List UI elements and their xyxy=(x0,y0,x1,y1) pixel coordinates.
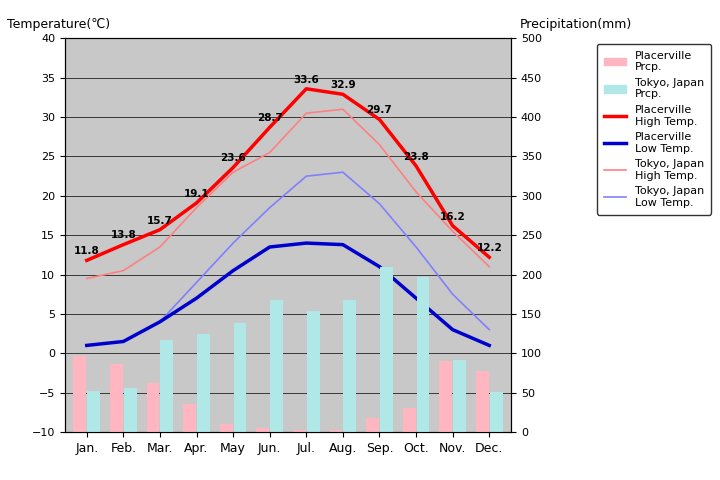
Tokyo, Japan
Low Temp. xyxy=(119,338,127,344)
Bar xyxy=(476,371,489,432)
Placerville
High Temp. xyxy=(192,200,201,206)
Tokyo, Japan
High Temp. xyxy=(82,276,91,281)
Placerville
Low Temp. xyxy=(266,244,274,250)
Placerville
High Temp. xyxy=(338,91,347,97)
Placerville
High Temp. xyxy=(119,242,127,248)
Tokyo, Japan
Low Temp. xyxy=(412,244,420,250)
Bar xyxy=(380,267,393,432)
Line: Tokyo, Japan
High Temp.: Tokyo, Japan High Temp. xyxy=(86,109,490,278)
Bar xyxy=(330,431,342,432)
Bar xyxy=(490,392,503,432)
Placerville
High Temp. xyxy=(156,227,164,233)
Placerville
Low Temp. xyxy=(229,268,238,274)
Tokyo, Japan
High Temp. xyxy=(229,169,238,175)
Tokyo, Japan
Low Temp. xyxy=(192,279,201,285)
Bar xyxy=(439,361,452,432)
Text: 11.8: 11.8 xyxy=(74,246,99,256)
Bar xyxy=(197,334,210,432)
Tokyo, Japan
Low Temp. xyxy=(485,327,494,333)
Bar xyxy=(234,324,246,432)
Placerville
Low Temp. xyxy=(485,343,494,348)
Text: 12.2: 12.2 xyxy=(477,243,502,253)
Tokyo, Japan
Low Temp. xyxy=(338,169,347,175)
Placerville
High Temp. xyxy=(449,223,457,228)
Bar xyxy=(293,431,306,432)
Text: 23.6: 23.6 xyxy=(220,153,246,163)
Bar xyxy=(417,277,429,432)
Tokyo, Japan
High Temp. xyxy=(375,142,384,147)
Text: 15.7: 15.7 xyxy=(147,216,173,226)
Tokyo, Japan
High Temp. xyxy=(192,205,201,211)
Placerville
Low Temp. xyxy=(82,343,91,348)
Tokyo, Japan
Low Temp. xyxy=(266,205,274,211)
Bar xyxy=(124,388,137,432)
Tokyo, Japan
Low Temp. xyxy=(302,173,310,179)
Text: 16.2: 16.2 xyxy=(440,212,466,222)
Placerville
High Temp. xyxy=(229,165,238,170)
Placerville
Low Temp. xyxy=(119,338,127,344)
Bar xyxy=(270,300,283,432)
Bar xyxy=(366,418,379,432)
Tokyo, Japan
Low Temp. xyxy=(449,291,457,297)
Placerville
Low Temp. xyxy=(338,242,347,248)
Placerville
High Temp. xyxy=(412,163,420,169)
Tokyo, Japan
High Temp. xyxy=(449,228,457,234)
Bar xyxy=(73,357,86,432)
Tokyo, Japan
High Temp. xyxy=(302,110,310,116)
Placerville
Low Temp. xyxy=(192,295,201,301)
Tokyo, Japan
High Temp. xyxy=(338,107,347,112)
Text: 19.1: 19.1 xyxy=(184,189,210,199)
Tokyo, Japan
Low Temp. xyxy=(156,319,164,324)
Placerville
Low Temp. xyxy=(412,295,420,301)
Placerville
High Temp. xyxy=(82,257,91,263)
Tokyo, Japan
High Temp. xyxy=(412,189,420,195)
Bar xyxy=(256,428,269,432)
Text: 13.8: 13.8 xyxy=(110,230,136,240)
Bar xyxy=(220,424,233,432)
Line: Tokyo, Japan
Low Temp.: Tokyo, Japan Low Temp. xyxy=(86,172,490,346)
Tokyo, Japan
High Temp. xyxy=(266,150,274,156)
Placerville
Low Temp. xyxy=(449,327,457,333)
Bar xyxy=(87,391,100,432)
Placerville
Low Temp. xyxy=(156,319,164,324)
Bar xyxy=(307,311,320,432)
Placerville
Low Temp. xyxy=(375,264,384,270)
Tokyo, Japan
High Temp. xyxy=(119,268,127,274)
Text: 29.7: 29.7 xyxy=(366,105,392,115)
Text: Precipitation(mm): Precipitation(mm) xyxy=(520,18,632,31)
Bar xyxy=(183,405,196,432)
Bar xyxy=(110,363,123,432)
Tokyo, Japan
High Temp. xyxy=(485,264,494,270)
Placerville
High Temp. xyxy=(375,117,384,122)
Placerville
High Temp. xyxy=(302,86,310,92)
Text: 33.6: 33.6 xyxy=(294,74,319,84)
Line: Placerville
Low Temp.: Placerville Low Temp. xyxy=(86,243,490,346)
Tokyo, Japan
Low Temp. xyxy=(229,240,238,246)
Line: Placerville
High Temp.: Placerville High Temp. xyxy=(86,89,490,260)
Tokyo, Japan
High Temp. xyxy=(156,244,164,250)
Placerville
Low Temp. xyxy=(302,240,310,246)
Bar xyxy=(161,340,174,432)
Text: 28.7: 28.7 xyxy=(257,113,283,123)
Bar xyxy=(402,408,415,432)
Bar xyxy=(453,360,466,432)
Tokyo, Japan
Low Temp. xyxy=(82,343,91,348)
Bar xyxy=(147,383,159,432)
Bar xyxy=(343,300,356,432)
Text: 32.9: 32.9 xyxy=(330,80,356,90)
Text: 23.8: 23.8 xyxy=(403,152,429,162)
Tokyo, Japan
Low Temp. xyxy=(375,201,384,206)
Legend: Placerville
Prcp., Tokyo, Japan
Prcp., Placerville
High Temp., Placerville
Low T: Placerville Prcp., Tokyo, Japan Prcp., P… xyxy=(597,44,711,215)
Text: Temperature(℃): Temperature(℃) xyxy=(6,18,110,31)
Placerville
High Temp. xyxy=(266,124,274,130)
Placerville
High Temp. xyxy=(485,254,494,260)
